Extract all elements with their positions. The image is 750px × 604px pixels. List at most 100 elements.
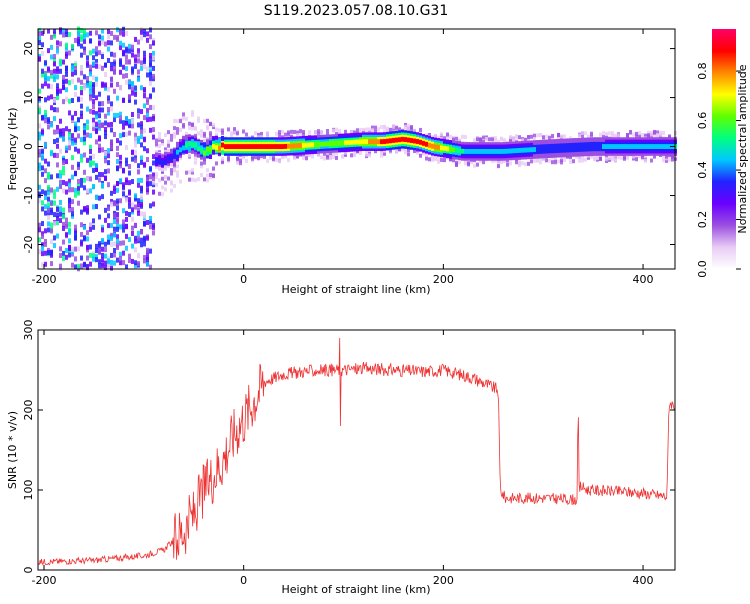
- spectrogram-cell: [41, 148, 44, 154]
- spectrogram-cell: [641, 133, 644, 138]
- colorbar-tick-label: 0.6: [696, 112, 709, 129]
- spectrogram-cell: [494, 149, 497, 154]
- spectrogram-cell: [68, 207, 71, 213]
- spectrogram-cell: [38, 96, 41, 102]
- spectrogram-cell: [44, 261, 47, 267]
- spectrogram-cell: [77, 165, 80, 171]
- spectrogram-cell: [179, 156, 182, 161]
- spectrogram-cell: [200, 161, 203, 166]
- spectrogram-cell: [197, 141, 200, 151]
- spectrogram-cell: [122, 250, 125, 256]
- spectrogram-cell: [239, 158, 242, 163]
- spectrogram-cell: [107, 263, 110, 269]
- spectrogram-cell: [74, 224, 77, 230]
- spectrogram-cell: [68, 31, 71, 37]
- spectrogram-cell: [143, 128, 146, 134]
- spectrogram-cell: [50, 222, 53, 228]
- spectrogram-cell: [332, 128, 335, 133]
- spectrogram-cell: [38, 36, 41, 42]
- spectrogram-cell: [101, 172, 104, 178]
- spectrogram-cell: [332, 152, 335, 157]
- spectrogram-cell: [119, 40, 122, 46]
- spectrogram-cell: [56, 45, 59, 51]
- spectrogram-cell: [308, 142, 311, 148]
- spectrogram-cell: [149, 181, 152, 187]
- spectrogram-y-label: Frequency (Hz): [6, 108, 19, 191]
- x-tick-label: -200: [32, 273, 57, 286]
- spectrogram-cell: [638, 134, 641, 139]
- spectrogram-cell: [275, 157, 278, 162]
- spectrogram-cell: [149, 52, 152, 58]
- spectrogram-cell: [125, 177, 128, 183]
- spectrogram-cell: [203, 150, 206, 156]
- spectrogram-cell: [200, 164, 203, 169]
- spectrogram-cell: [92, 167, 95, 173]
- spectrogram-cell: [449, 134, 452, 139]
- spectrogram-cell: [77, 161, 80, 167]
- spectrogram-cell: [131, 156, 134, 162]
- spectrogram-cell: [152, 179, 155, 185]
- spectrogram-cell: [296, 154, 299, 159]
- spectrogram-cell: [110, 236, 113, 242]
- spectrogram-cell: [68, 229, 71, 235]
- spectrogram-cell: [212, 166, 215, 171]
- y-tick-label: 20: [22, 42, 35, 56]
- spectrogram-cell: [656, 133, 659, 138]
- spectrogram-cell: [47, 95, 50, 101]
- spectrogram-cell: [47, 250, 50, 256]
- spectrogram-cell: [134, 247, 137, 253]
- spectrogram-cell: [113, 201, 116, 207]
- spectrogram-cell: [197, 177, 200, 182]
- spectrogram-cell: [614, 157, 617, 162]
- spectrogram-cell: [296, 143, 299, 149]
- spectrogram-cell: [110, 252, 113, 258]
- spectrogram-cell: [92, 99, 95, 105]
- spectrogram-cell: [74, 92, 77, 98]
- spectrogram-cell: [188, 153, 191, 158]
- spectrogram-cell: [113, 61, 116, 67]
- spectrogram-cell: [635, 134, 638, 139]
- spectrogram-cell: [104, 134, 107, 140]
- spectrogram-cell: [116, 112, 119, 118]
- spectrogram-cell: [512, 135, 515, 140]
- spectrogram-cell: [95, 81, 98, 87]
- spectrogram-cell: [449, 146, 452, 152]
- spectrogram-cell: [458, 148, 461, 154]
- spectrogram-cell: [62, 84, 65, 90]
- spectrogram-cell: [44, 113, 47, 119]
- spectrogram-cell: [38, 28, 41, 34]
- spectrogram-cell: [146, 148, 149, 154]
- spectrogram-cell: [149, 264, 152, 270]
- spectrogram-cell: [104, 217, 107, 223]
- spectrogram-cell: [359, 139, 362, 145]
- spectrogram-cell: [86, 236, 89, 242]
- spectrogram-cell: [62, 28, 65, 34]
- spectrogram-cell: [128, 122, 131, 128]
- spectrogram-cell: [65, 248, 68, 254]
- spectrogram-cell: [578, 158, 581, 163]
- spectrogram-cell: [119, 61, 122, 67]
- spectrogram-cell: [569, 159, 572, 164]
- spectrogram-cell: [311, 142, 314, 148]
- spectrogram-cell: [401, 136, 404, 142]
- spectrogram-cell: [320, 141, 323, 147]
- spectrogram-cell: [176, 130, 179, 135]
- x-tick-label: 400: [633, 273, 654, 286]
- spectrogram-panel: -200 0 200 400 -20 -10 0 10 20 Height of straig…: [6, 26, 677, 296]
- spectrogram-cell: [107, 160, 110, 166]
- spectrogram-cell: [113, 232, 116, 238]
- spectrogram-cell: [125, 131, 128, 137]
- spectrogram-cell: [47, 190, 50, 196]
- spectrogram-cell: [281, 155, 284, 160]
- spectrogram-cell: [101, 101, 104, 107]
- spectrogram-cell: [134, 99, 137, 105]
- spectrogram-cell: [89, 244, 92, 250]
- spectrogram-cell: [149, 68, 152, 74]
- spectrogram-cell: [44, 97, 47, 103]
- spectrogram-cell: [41, 171, 44, 177]
- spectrogram-cell: [635, 131, 638, 136]
- spectrogram-cell: [68, 128, 71, 134]
- spectrogram-cell: [146, 97, 149, 103]
- spectrogram-cell: [101, 227, 104, 233]
